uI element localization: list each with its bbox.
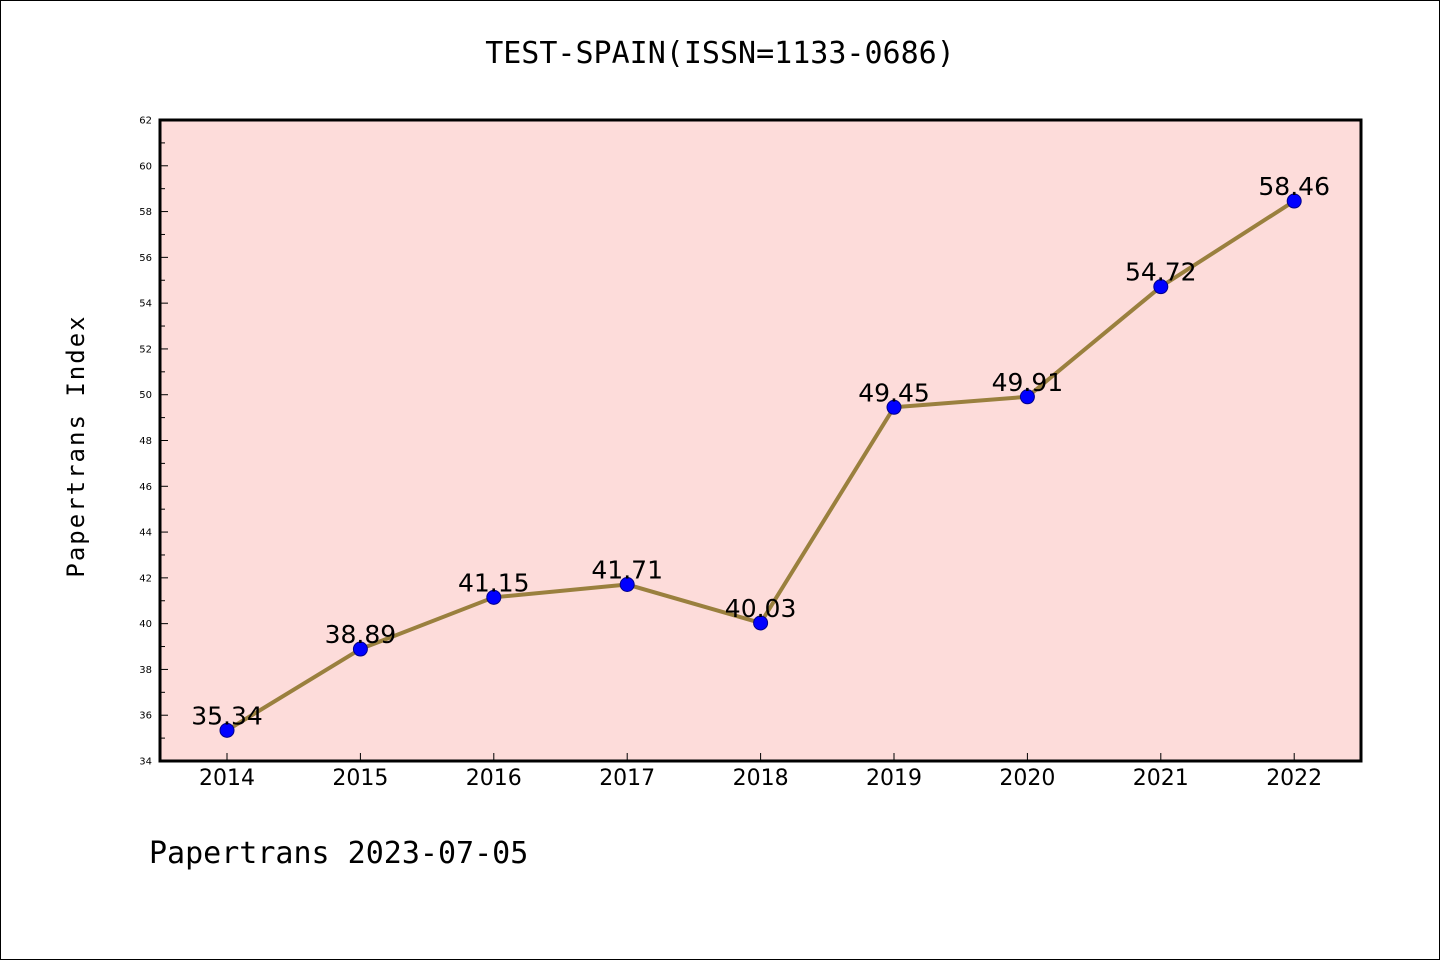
x-tick-label: 2019 [866, 766, 922, 791]
y-tick-label: 42 [139, 573, 152, 584]
data-point [886, 399, 902, 415]
x-tick-label: 2018 [733, 766, 789, 791]
y-tick-label: 52 [139, 344, 152, 355]
y-tick-label: 40 [139, 619, 152, 630]
data-point [753, 615, 769, 631]
plot-area [160, 120, 1361, 761]
x-tick-label: 2015 [332, 766, 388, 791]
data-label: 41.15 [458, 568, 530, 597]
y-tick-label: 60 [139, 161, 152, 172]
data-point [1153, 279, 1169, 295]
y-tick-label: 50 [139, 390, 152, 401]
x-tick-label: 2022 [1266, 766, 1322, 791]
y-tick-label: 48 [139, 436, 152, 447]
y-tick-label: 36 [139, 711, 152, 722]
y-axis: 34 36 38 40 42 44 46 48 50 52 54 56 58 60 62 [139, 116, 168, 768]
x-tick-label: 2014 [199, 766, 255, 791]
y-tick-label: 62 [139, 116, 152, 127]
y-tick-label: 58 [139, 207, 152, 218]
data-point [219, 722, 235, 738]
x-tick-label: 2016 [466, 766, 522, 791]
data-point [1019, 389, 1035, 405]
data-label: 58.46 [1258, 172, 1330, 201]
x-axis: 2014 2015 2016 2017 2018 2019 2020 2021 2022 [199, 753, 1322, 791]
data-label: 41.71 [591, 555, 663, 584]
plot-border [158, 118, 1363, 763]
x-tick-label: 2021 [1133, 766, 1189, 791]
y-tick-label: 54 [139, 299, 152, 310]
data-point [1286, 193, 1302, 209]
data-label: 38.89 [325, 620, 397, 649]
x-tick-label: 2020 [999, 766, 1055, 791]
data-label: 49.91 [992, 368, 1064, 397]
footer-date: Papertrans 2023-07-05 [149, 836, 529, 871]
y-tick-label: 34 [139, 757, 152, 768]
y-tick-label: 46 [139, 482, 152, 493]
data-point [352, 641, 368, 657]
x-tick-label: 2017 [599, 766, 655, 791]
y-tick-label: 38 [139, 665, 152, 676]
series-group: 35.34 38.89 41.15 41.71 40.03 49.45 49.91 54.72… [191, 172, 1330, 738]
data-label: 35.34 [191, 701, 263, 730]
y-tick-label: 44 [139, 528, 152, 539]
y-tick-label: 56 [139, 253, 152, 264]
data-label: 49.45 [858, 378, 930, 407]
data-point [619, 576, 635, 592]
data-point [486, 589, 502, 605]
data-label: 54.72 [1125, 258, 1197, 287]
data-label: 40.03 [725, 594, 797, 623]
chart-title: TEST-SPAIN(ISSN=1133-0686) [485, 36, 955, 71]
